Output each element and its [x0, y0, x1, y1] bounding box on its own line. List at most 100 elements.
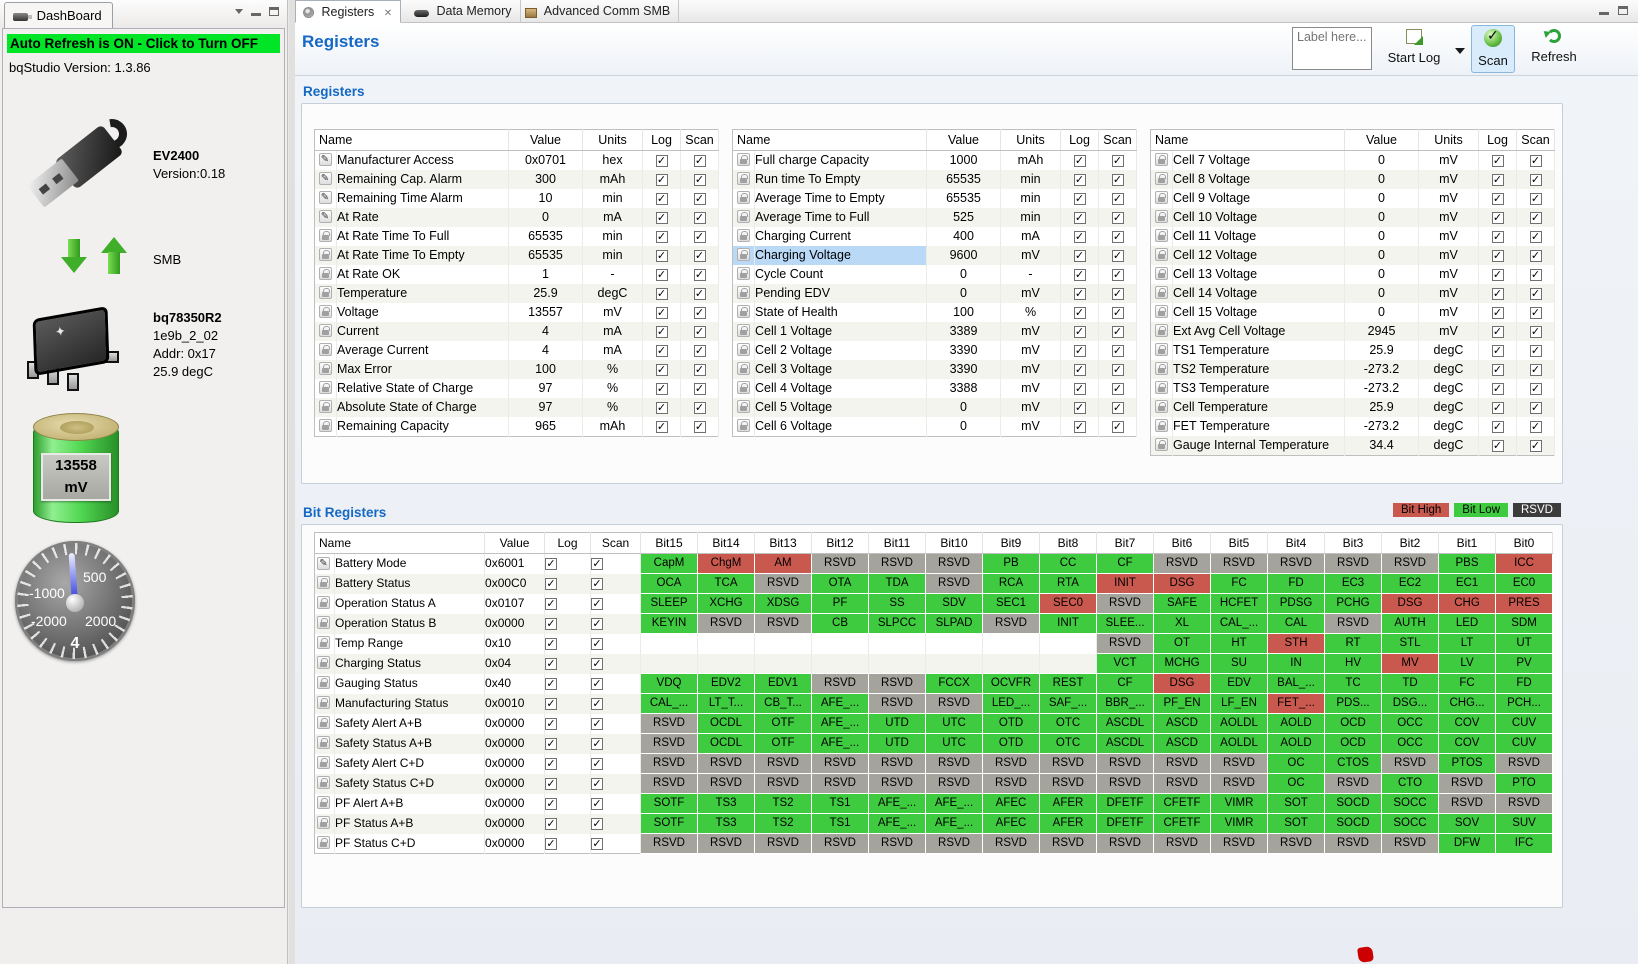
table-row[interactable]: Cycle Count 0- ✓ ✓	[732, 265, 1137, 284]
log-checkbox[interactable]: ✓	[545, 756, 558, 770]
scan-checkbox[interactable]: ✓	[591, 836, 604, 850]
log-checkbox[interactable]: ✓	[1073, 229, 1086, 243]
table-row[interactable]: Cell 12 Voltage 0 mV ✓ ✓	[1150, 246, 1555, 265]
table-row[interactable]: ✎ Remaining Time Alarm 10 min ✓ ✓	[314, 189, 719, 208]
scan-checkbox[interactable]: ✓	[693, 362, 706, 376]
log-checkbox[interactable]: ✓	[655, 400, 668, 414]
table-row[interactable]: Battery Status 0x00C0 ✓ ✓ OCA TCA RSVD OTA TDA RS…	[314, 573, 1554, 594]
close-icon[interactable]: ✕	[383, 8, 393, 19]
table-row[interactable]: Cell 6 Voltage 0 mV ✓ ✓	[732, 417, 1137, 437]
table-row[interactable]: Cell 3 Voltage 3390 mV ✓ ✓	[732, 360, 1137, 379]
scan-checkbox[interactable]: ✓	[591, 756, 604, 770]
scan-checkbox[interactable]: ✓	[1529, 400, 1542, 414]
minimize-icon[interactable]	[251, 13, 261, 16]
table-row[interactable]: Remaining Capacity 965 mAh ✓ ✓	[314, 417, 719, 437]
log-checkbox[interactable]: ✓	[545, 816, 558, 830]
log-checkbox[interactable]: ✓	[1491, 172, 1504, 186]
scan-checkbox[interactable]: ✓	[693, 210, 706, 224]
table-row[interactable]: Charging Status 0x04 ✓ ✓ VCT MCHG SU IN HV MV LV PV	[314, 653, 1554, 674]
table-row[interactable]: Cell Temperature 25.9 degC ✓ ✓	[1150, 398, 1555, 417]
scan-checkbox[interactable]: ✓	[693, 248, 706, 262]
log-checkbox[interactable]: ✓	[655, 362, 668, 376]
scan-checkbox[interactable]: ✓	[693, 153, 706, 167]
minimize-icon[interactable]	[1599, 12, 1609, 15]
log-checkbox[interactable]: ✓	[655, 153, 668, 167]
log-checkbox[interactable]: ✓	[1073, 153, 1086, 167]
scan-checkbox[interactable]: ✓	[1529, 210, 1542, 224]
scan-checkbox[interactable]: ✓	[591, 616, 604, 630]
scan-checkbox[interactable]: ✓	[693, 191, 706, 205]
scan-checkbox[interactable]: ✓	[1111, 210, 1124, 224]
log-checkbox[interactable]: ✓	[545, 557, 558, 571]
log-checkbox[interactable]: ✓	[1491, 286, 1504, 300]
table-row[interactable]: Average Time to Full 525 min ✓ ✓	[732, 208, 1137, 227]
log-checkbox[interactable]: ✓	[1073, 267, 1086, 281]
scan-checkbox[interactable]: ✓	[1529, 286, 1542, 300]
log-checkbox[interactable]: ✓	[655, 248, 668, 262]
table-row[interactable]: At Rate Time To Empty 65535 min ✓ ✓	[314, 246, 719, 265]
log-checkbox[interactable]: ✓	[655, 172, 668, 186]
scan-checkbox[interactable]: ✓	[1111, 248, 1124, 262]
table-row[interactable]: PF Alert A+B 0x0000 ✓ ✓ SOTF TS3 TS2 TS1 AFE_...…	[314, 793, 1554, 814]
scan-button[interactable]: Scan	[1471, 25, 1515, 73]
log-checkbox[interactable]: ✓	[655, 210, 668, 224]
scan-checkbox[interactable]: ✓	[693, 400, 706, 414]
log-checkbox[interactable]: ✓	[1491, 305, 1504, 319]
scan-checkbox[interactable]: ✓	[591, 676, 604, 690]
log-checkbox[interactable]: ✓	[1491, 248, 1504, 262]
log-checkbox[interactable]: ✓	[1491, 191, 1504, 205]
table-row[interactable]: Pending EDV 0 mV ✓ ✓	[732, 284, 1137, 303]
log-checkbox[interactable]: ✓	[1491, 343, 1504, 357]
start-log-dropdown-icon[interactable]	[1455, 48, 1465, 54]
table-row[interactable]: Gauging Status 0x40 ✓ ✓ VDQ EDV2 EDV1 RSVD RSVD F…	[314, 673, 1554, 694]
scan-checkbox[interactable]: ✓	[1111, 362, 1124, 376]
scan-checkbox[interactable]: ✓	[1529, 229, 1542, 243]
log-checkbox[interactable]: ✓	[545, 636, 558, 650]
log-checkbox[interactable]: ✓	[1073, 400, 1086, 414]
log-checkbox[interactable]: ✓	[655, 305, 668, 319]
log-checkbox[interactable]: ✓	[1491, 362, 1504, 376]
scan-checkbox[interactable]: ✓	[591, 716, 604, 730]
table-row[interactable]: Cell 9 Voltage 0 mV ✓ ✓	[1150, 189, 1555, 208]
tab-data-memory[interactable]: Data Memory	[407, 0, 521, 23]
scan-checkbox[interactable]: ✓	[693, 381, 706, 395]
log-checkbox[interactable]: ✓	[545, 656, 558, 670]
scan-checkbox[interactable]: ✓	[591, 736, 604, 750]
view-menu-icon[interactable]	[235, 9, 243, 14]
scan-checkbox[interactable]: ✓	[591, 596, 604, 610]
scan-checkbox[interactable]: ✓	[1111, 286, 1124, 300]
log-checkbox[interactable]: ✓	[655, 267, 668, 281]
table-row[interactable]: TS1 Temperature 25.9 degC ✓ ✓	[1150, 341, 1555, 360]
table-row[interactable]: Cell 8 Voltage 0 mV ✓ ✓	[1150, 170, 1555, 189]
table-row[interactable]: At Rate Time To Full 65535 min ✓ ✓	[314, 227, 719, 246]
log-checkbox[interactable]: ✓	[1073, 210, 1086, 224]
log-checkbox[interactable]: ✓	[545, 736, 558, 750]
table-row[interactable]: Gauge Internal Temperature 34.4 degC ✓ ✓	[1150, 436, 1555, 456]
table-row[interactable]: At Rate OK 1- ✓ ✓	[314, 265, 719, 284]
table-row[interactable]: PF Status C+D 0x0000 ✓ ✓ RSVD RSVD RSVD RSVD RSV…	[314, 833, 1554, 854]
table-row[interactable]: ✎ Battery Mode 0x6001 ✓ ✓ CapM ChgM AM RSVD RSVD R…	[314, 553, 1554, 574]
table-row[interactable]: Safety Alert A+B 0x0000 ✓ ✓ RSVD OCDL OTF AFE_.…	[314, 713, 1554, 734]
table-row[interactable]: Max Error 100% ✓ ✓	[314, 360, 719, 379]
log-checkbox[interactable]: ✓	[1073, 324, 1086, 338]
tab-registers[interactable]: Registers ✕	[295, 0, 402, 23]
scan-checkbox[interactable]: ✓	[693, 419, 706, 433]
table-row[interactable]: Safety Alert C+D 0x0000 ✓ ✓ RSVD RSVD RSVD RSVD…	[314, 753, 1554, 774]
scan-checkbox[interactable]: ✓	[693, 267, 706, 281]
scan-checkbox[interactable]: ✓	[591, 776, 604, 790]
log-checkbox[interactable]: ✓	[1073, 191, 1086, 205]
log-checkbox[interactable]: ✓	[1491, 267, 1504, 281]
scan-checkbox[interactable]: ✓	[1529, 172, 1542, 186]
log-checkbox[interactable]: ✓	[1491, 400, 1504, 414]
log-checkbox[interactable]: ✓	[655, 191, 668, 205]
scan-checkbox[interactable]: ✓	[1529, 153, 1542, 167]
log-checkbox[interactable]: ✓	[1491, 153, 1504, 167]
log-checkbox[interactable]: ✓	[1491, 229, 1504, 243]
scan-checkbox[interactable]: ✓	[1111, 229, 1124, 243]
table-row[interactable]: Cell 11 Voltage 0 mV ✓ ✓	[1150, 227, 1555, 246]
scan-checkbox[interactable]: ✓	[1529, 381, 1542, 395]
panel-splitter[interactable]	[289, 0, 295, 964]
log-checkbox[interactable]: ✓	[545, 796, 558, 810]
table-row[interactable]: Ext Avg Cell Voltage 2945 mV ✓ ✓	[1150, 322, 1555, 341]
table-row[interactable]: Charging Voltage 9600 mV ✓ ✓	[732, 246, 1137, 265]
